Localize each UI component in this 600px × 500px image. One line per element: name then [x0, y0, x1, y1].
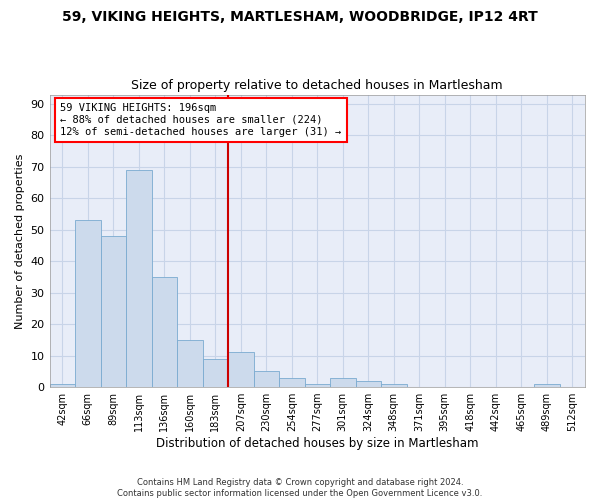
Bar	[50, 384, 75, 387]
Text: Contains HM Land Registry data © Crown copyright and database right 2024.
Contai: Contains HM Land Registry data © Crown c…	[118, 478, 482, 498]
Bar	[381, 384, 407, 387]
Title: Size of property relative to detached houses in Martlesham: Size of property relative to detached ho…	[131, 79, 503, 92]
Bar	[126, 170, 152, 387]
Text: 59 VIKING HEIGHTS: 196sqm
← 88% of detached houses are smaller (224)
12% of semi: 59 VIKING HEIGHTS: 196sqm ← 88% of detac…	[60, 104, 341, 136]
Bar	[330, 378, 356, 387]
Bar	[228, 352, 254, 387]
Bar	[254, 372, 279, 387]
Bar	[75, 220, 101, 387]
Bar	[534, 384, 560, 387]
Bar	[356, 381, 381, 387]
Bar	[152, 277, 177, 387]
Text: 59, VIKING HEIGHTS, MARTLESHAM, WOODBRIDGE, IP12 4RT: 59, VIKING HEIGHTS, MARTLESHAM, WOODBRID…	[62, 10, 538, 24]
Bar	[177, 340, 203, 387]
Y-axis label: Number of detached properties: Number of detached properties	[15, 153, 25, 328]
Bar	[203, 359, 228, 387]
Bar	[305, 384, 330, 387]
Bar	[279, 378, 305, 387]
X-axis label: Distribution of detached houses by size in Martlesham: Distribution of detached houses by size …	[156, 437, 479, 450]
Bar	[101, 236, 126, 387]
